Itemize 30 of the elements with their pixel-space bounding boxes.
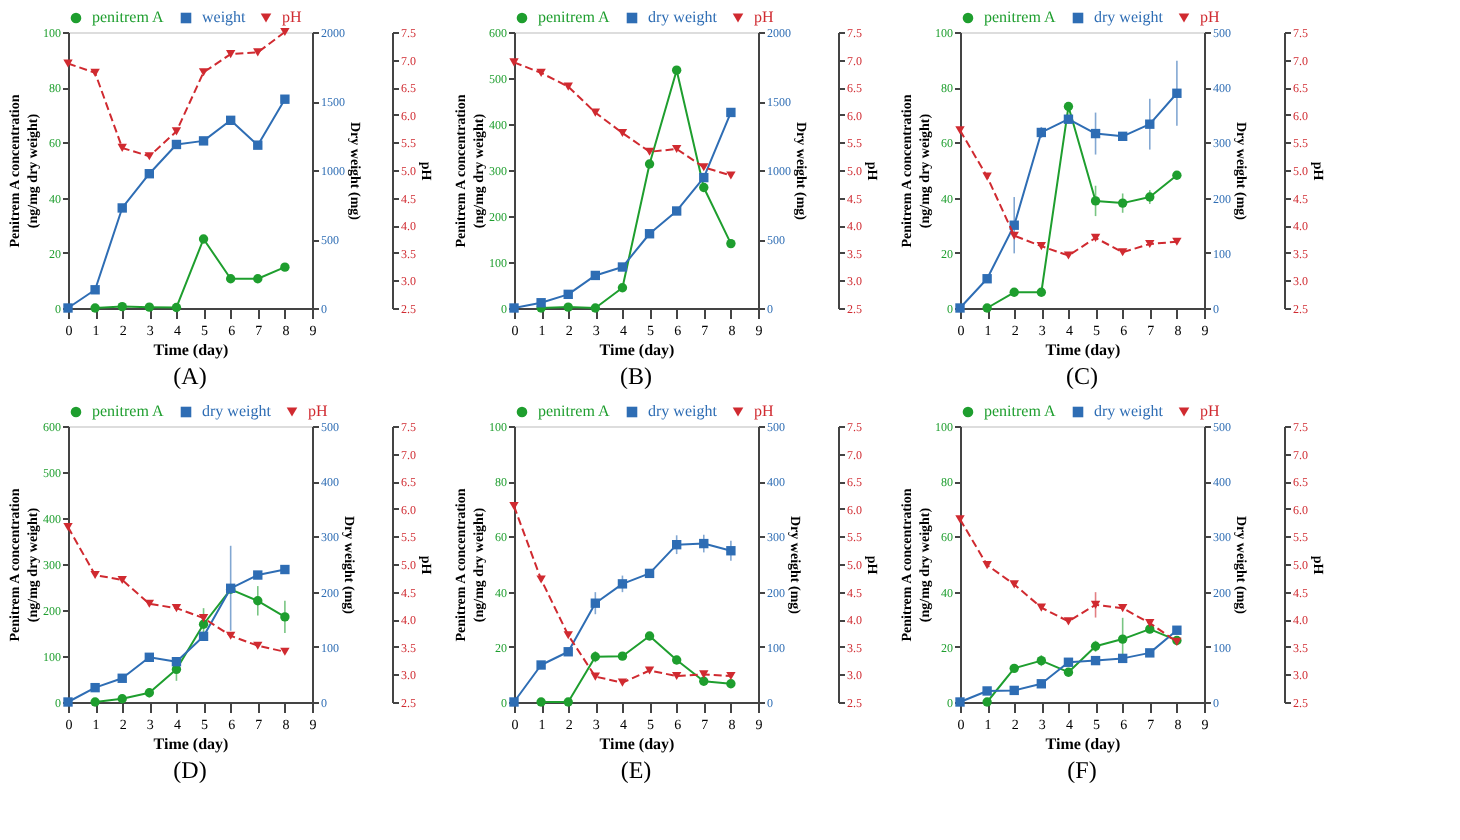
legend-label: dry weight — [202, 402, 273, 420]
text: (B) — [620, 362, 652, 390]
legend-label: penitrem A — [92, 8, 164, 26]
legend-label: pH — [282, 8, 302, 26]
legend-label: dry weight — [1094, 402, 1165, 420]
legend-label: pH — [754, 402, 774, 420]
legend-label: dry weight — [1094, 8, 1165, 26]
x-axis-title: Time (day) — [1045, 735, 1122, 753]
legend-label: penitrem A — [538, 8, 610, 26]
text: penitrem A — [984, 8, 1056, 26]
legend-label: pH — [1200, 8, 1220, 26]
legend-label: dry weight — [648, 402, 719, 420]
text: (D) — [173, 756, 207, 784]
legend-label: weight — [202, 8, 248, 26]
text: (A) — [173, 362, 207, 390]
text: penitrem A — [984, 402, 1056, 420]
text: (F) — [1067, 756, 1097, 784]
x-axis-title: Time (day) — [153, 735, 230, 753]
legend-label: pH — [1200, 402, 1220, 420]
text: (E) — [620, 756, 652, 784]
legend-label: dry weight — [648, 8, 719, 26]
text: (C) — [1066, 362, 1098, 390]
x-axis-title: Time (day) — [599, 735, 676, 753]
legend-label: pH — [754, 8, 774, 26]
legend-label: pH — [308, 402, 328, 420]
legend-label: penitrem A — [92, 402, 164, 420]
x-axis-title: Time (day) — [153, 341, 230, 359]
text: penitrem A — [538, 402, 610, 420]
x-axis-title: Time (day) — [1045, 341, 1122, 359]
x-axis-title: Time (day) — [599, 341, 676, 359]
